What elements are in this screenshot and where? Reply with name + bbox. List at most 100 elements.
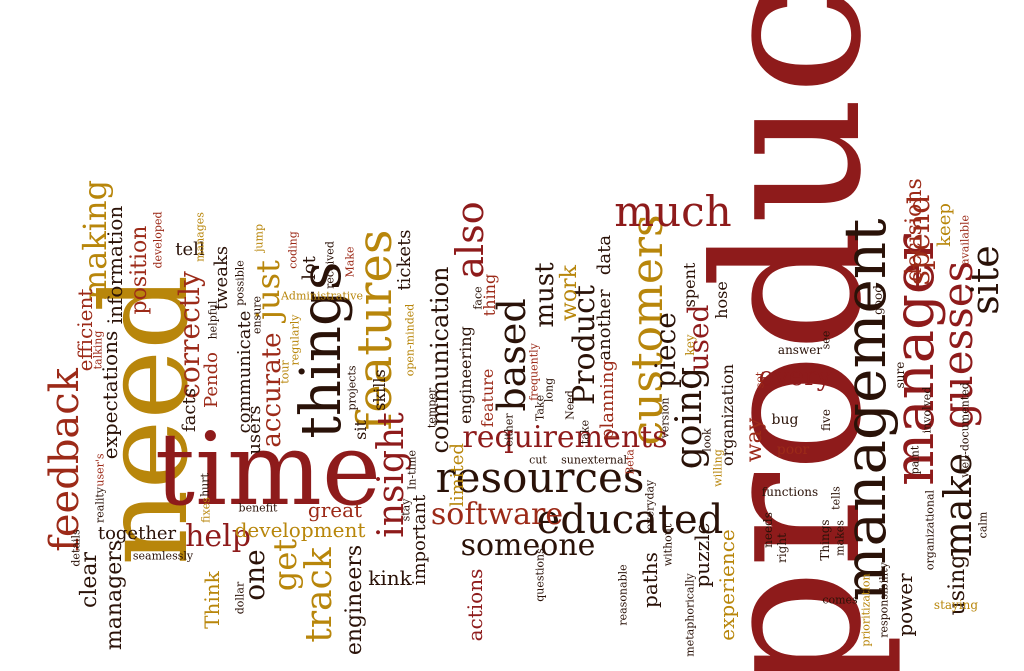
word-limited: limited — [447, 443, 468, 507]
word-experience: experience — [715, 529, 739, 641]
word-information: information — [103, 205, 127, 325]
word-managers: managers — [102, 539, 127, 651]
word-spent: spent — [680, 262, 699, 308]
word-data: data — [594, 234, 615, 276]
word-someone: someone — [460, 528, 596, 563]
word-Pendo: Pendo — [201, 352, 222, 408]
word-regularly: regularly — [288, 314, 302, 366]
word-received: received — [323, 241, 337, 289]
word-lot: lot — [299, 256, 320, 280]
word-Administrative: Administrative — [280, 289, 364, 303]
word-Things: Things — [818, 519, 832, 561]
word-either: either — [502, 413, 516, 447]
word-benefit: benefit — [238, 501, 278, 515]
word-five: five — [819, 409, 833, 431]
word-paths: paths — [638, 552, 662, 608]
word-planning: planning — [597, 359, 618, 441]
word-Make: Make — [343, 246, 357, 278]
word-every: every — [758, 362, 832, 392]
word-projects: projects — [345, 365, 359, 411]
word-take: take — [578, 419, 592, 445]
word-makes: makes — [833, 520, 847, 556]
word-skills: skills — [370, 369, 389, 411]
word-together: together — [97, 523, 177, 544]
word-facts: facts — [179, 388, 200, 432]
word-version: version — [658, 397, 672, 439]
word-answer: answer — [777, 343, 823, 357]
word-requirements: requirements — [462, 420, 668, 455]
word-kink: kink — [368, 566, 412, 590]
word-poor: poor — [776, 442, 810, 458]
word-sit: sit — [351, 420, 370, 440]
word-Think: Think — [200, 571, 224, 629]
word-time: time — [154, 411, 382, 528]
word-cut: cut — [529, 453, 547, 467]
word-reality: reality — [93, 487, 107, 523]
word-questions: questions — [533, 548, 547, 602]
word-stay: stay — [399, 498, 413, 522]
word-see: see — [819, 330, 833, 350]
word-sun: sun — [561, 453, 581, 467]
word-open-minded: open-minded — [403, 303, 417, 377]
word-development: development — [234, 518, 366, 542]
word-tell: tell — [175, 239, 205, 260]
word-available: available — [958, 215, 972, 265]
word-much: much — [614, 187, 732, 236]
word-reasonable: reasonable — [616, 564, 630, 626]
word-feedback: feedback — [42, 368, 88, 552]
word-engineers: engineers — [342, 544, 367, 656]
word-In-time: In-time — [405, 449, 419, 491]
word-dollar: dollar — [233, 581, 247, 615]
word-tickets: tickets — [394, 229, 415, 291]
word-key: key — [683, 334, 697, 356]
word-software: software — [430, 497, 564, 532]
word-resources: resources — [435, 453, 645, 502]
word-sure: sure — [893, 361, 907, 389]
word-without: without — [661, 523, 675, 567]
word-piece: piece — [649, 312, 682, 388]
word-everyday: everyday — [643, 479, 657, 531]
word-position: position — [127, 225, 152, 315]
word-hose: hose — [712, 281, 731, 319]
word-willing: willing — [711, 449, 725, 487]
word-bug: bug — [771, 412, 799, 428]
word-helpful: helpful — [206, 300, 220, 340]
word-seamlessly: seamlessly — [132, 549, 194, 563]
word-ensure: ensure — [250, 295, 264, 335]
word-correctly: correctly — [173, 271, 206, 399]
word-feature: feature — [478, 368, 497, 428]
word-metaphorically: metaphorically — [683, 573, 697, 657]
word-staying: staying — [933, 598, 979, 612]
word-site: site — [963, 245, 1007, 315]
word-calm: calm — [976, 511, 990, 539]
word-developed: developed — [151, 211, 165, 269]
word-actions: actions — [463, 568, 487, 642]
word-must: must — [530, 262, 560, 328]
word-way: way — [742, 417, 767, 463]
word-good: good — [871, 285, 885, 315]
word-important: important — [409, 494, 430, 586]
word-involved: involved — [920, 386, 934, 434]
word-another: another — [594, 289, 615, 361]
word-well-documented: well-documented — [958, 382, 972, 478]
word-help: help — [185, 519, 251, 554]
word-tour: tour — [278, 360, 292, 384]
word-external: external — [580, 453, 628, 467]
word-fixes: fixes — [199, 497, 213, 523]
word-great: great — [307, 498, 363, 522]
word-power: power — [893, 573, 917, 637]
word-frequently: frequently — [527, 343, 541, 401]
word-face: face — [471, 286, 485, 310]
word-right: right — [775, 533, 789, 563]
word-educated: educated — [536, 497, 724, 543]
word-engineering: engineering — [456, 326, 475, 424]
word-responsibility: responsibility — [877, 562, 891, 638]
word-tells: tells — [829, 486, 843, 510]
word-needs: needs — [761, 512, 775, 548]
word-things: things — [289, 261, 354, 439]
word-functions: functions — [761, 485, 819, 499]
word-users: users — [244, 405, 265, 455]
word-also: also — [448, 201, 492, 279]
word-work: work — [557, 265, 582, 321]
